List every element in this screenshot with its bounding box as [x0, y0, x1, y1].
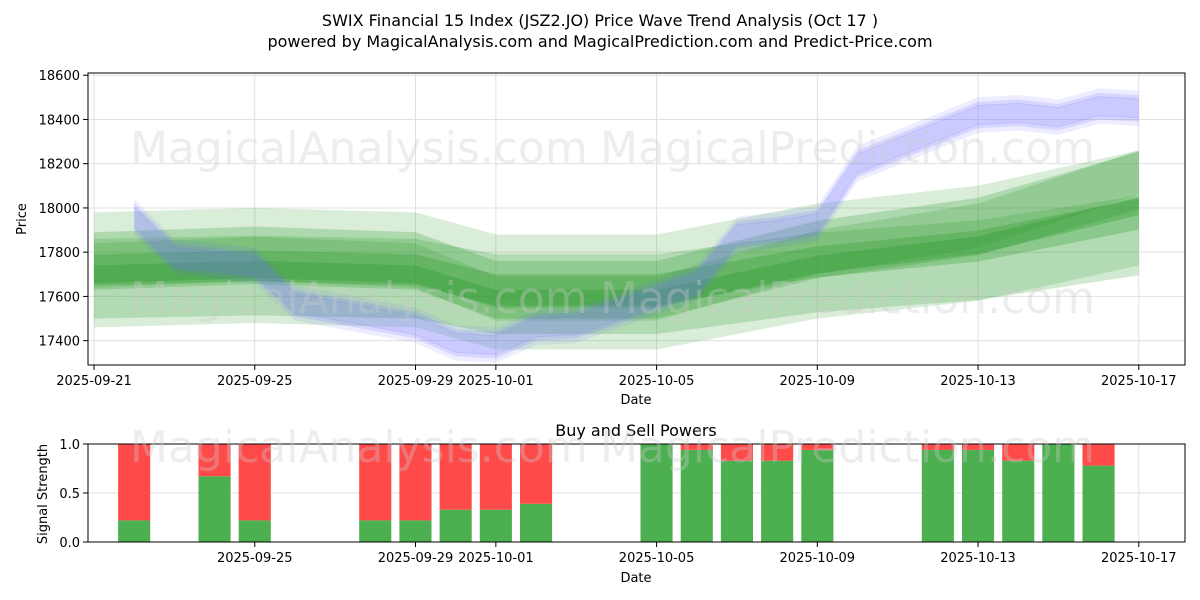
buy-power-bar [479, 509, 512, 542]
price-y-tick-label: 17600 [39, 290, 80, 305]
sell-power-bar [720, 444, 753, 461]
buy-power-bar [1082, 465, 1115, 542]
price-waves [94, 88, 1139, 363]
signal-bars [118, 444, 1115, 542]
watermark-prediction-top: MagicalPrediction.com [600, 123, 1095, 174]
sell-power-bar [1002, 444, 1035, 461]
buy-power-bar [238, 520, 271, 542]
signal-x-tick-label: 2025-10-01 [458, 551, 534, 566]
price-x-tick-label: 2025-10-13 [940, 374, 1016, 389]
blue-wave-band [134, 115, 1139, 363]
price-y-tick-label: 18000 [39, 202, 80, 217]
sell-power-bar [118, 444, 151, 521]
price-plot-frame [87, 72, 1186, 366]
sell-power-bar [680, 444, 713, 450]
sell-power-bar [921, 444, 954, 450]
price-wave-panel: 17400 17600 17800 18000 18200 18400 18600 2025… [15, 69, 1186, 408]
blue-wave-band [134, 88, 1139, 337]
sell-power-bar [1082, 444, 1115, 466]
price-x-tick-label: 2025-10-09 [780, 374, 856, 389]
buy-power-bar [1002, 460, 1035, 542]
blue-wave-band [134, 106, 1139, 359]
sell-power-bar [399, 444, 432, 521]
blue-wave-band [134, 96, 1139, 355]
signal-x-tick-label: 2025-10-05 [619, 551, 695, 566]
signal-y-tick-label: 0.5 [59, 487, 80, 502]
price-y-tick-label: 18600 [39, 69, 80, 84]
buy-sell-panel: 0.0 0.5 1.0 2025-09-25 2025-09-29 2025-10-01… [36, 421, 1186, 586]
sell-power-bar [359, 444, 392, 521]
buy-power-bar [198, 476, 231, 542]
sell-power-bar [520, 444, 553, 504]
sell-power-bar [198, 444, 231, 477]
price-y-tick-label: 17800 [39, 246, 80, 261]
buy-power-bar [399, 520, 432, 542]
price-x-tick-label: 2025-10-05 [619, 374, 695, 389]
buy-power-bar [640, 444, 673, 542]
buy-power-bar [680, 449, 713, 542]
sell-power-bar [761, 444, 794, 461]
sell-power-bar [479, 444, 512, 510]
watermark-prediction-bottom: MagicalPrediction.com [600, 422, 1095, 473]
price-y-tick-label: 18400 [39, 113, 80, 128]
price-x-tick-label: 2025-09-21 [56, 374, 132, 389]
price-x-axis-label: Date [620, 393, 651, 408]
signal-y-axis-label: Signal Strength [36, 444, 51, 544]
sell-power-bar [238, 444, 271, 521]
buy-power-bar [118, 520, 151, 542]
signal-x-tick-label: 2025-09-29 [378, 551, 454, 566]
signal-x-tick-label: 2025-10-13 [940, 551, 1016, 566]
green-wave-band [94, 150, 1139, 350]
green-wave-band [94, 151, 1139, 319]
buy-power-bar [962, 449, 995, 542]
watermark-analysis-top: MagicalAnalysis.com [130, 123, 588, 174]
sell-power-bar [439, 444, 472, 510]
signal-x-ticks: 2025-09-25 2025-09-29 2025-10-01 2025-10-05… [217, 542, 1177, 566]
price-x-tick-label: 2025-09-25 [217, 374, 293, 389]
chart-subtitle: powered by MagicalAnalysis.com and Magic… [267, 32, 932, 51]
sell-power-bar [962, 444, 995, 450]
watermarks: MagicalAnalysis.com MagicalPrediction.co… [130, 123, 1095, 473]
blue-wave-band [134, 92, 1139, 346]
signal-y-ticks: 0.0 0.5 1.0 [59, 438, 88, 551]
buy-power-bar [801, 449, 834, 542]
green-wave-band [94, 198, 1139, 306]
price-x-ticks: 2025-09-21 2025-09-25 2025-09-29 2025-10-01… [56, 365, 1177, 389]
signal-chart-title: Buy and Sell Powers [555, 421, 717, 440]
signal-x-tick-label: 2025-10-09 [780, 551, 856, 566]
price-x-tick-label: 2025-10-01 [458, 374, 534, 389]
price-x-tick-label: 2025-09-29 [378, 374, 454, 389]
buy-power-bar [720, 460, 753, 542]
sell-power-bar [801, 444, 834, 450]
signal-x-tick-label: 2025-09-25 [217, 551, 293, 566]
green-wave-band [94, 150, 1139, 321]
watermark-analysis-bottom: MagicalAnalysis.com [130, 422, 588, 473]
signal-y-tick-label: 1.0 [59, 438, 80, 453]
price-y-tick-label: 17400 [39, 335, 80, 350]
buy-power-bar [761, 460, 794, 542]
chart-title: SWIX Financial 15 Index (JSZ2.JO) Price … [322, 11, 878, 30]
buy-power-bar [520, 503, 553, 542]
watermark-prediction-mid: MagicalPrediction.com [600, 273, 1095, 324]
green-wave-band [94, 197, 1139, 308]
buy-power-bar [921, 449, 954, 542]
price-x-tick-label: 2025-10-17 [1101, 374, 1177, 389]
buy-power-bar [359, 520, 392, 542]
watermark-analysis-mid: MagicalAnalysis.com [130, 273, 588, 324]
price-grid [88, 73, 1185, 365]
signal-x-axis-label: Date [620, 571, 651, 586]
price-y-tick-label: 18200 [39, 158, 80, 173]
buy-power-bar [1042, 444, 1075, 542]
price-y-axis-label: Price [15, 203, 30, 235]
price-y-ticks: 17400 17600 17800 18000 18200 18400 18600 [39, 69, 88, 350]
signal-y-tick-label: 0.0 [59, 536, 80, 551]
buy-power-bar [439, 509, 472, 542]
signal-x-tick-label: 2025-10-17 [1101, 551, 1177, 566]
green-wave-band [94, 195, 1139, 334]
